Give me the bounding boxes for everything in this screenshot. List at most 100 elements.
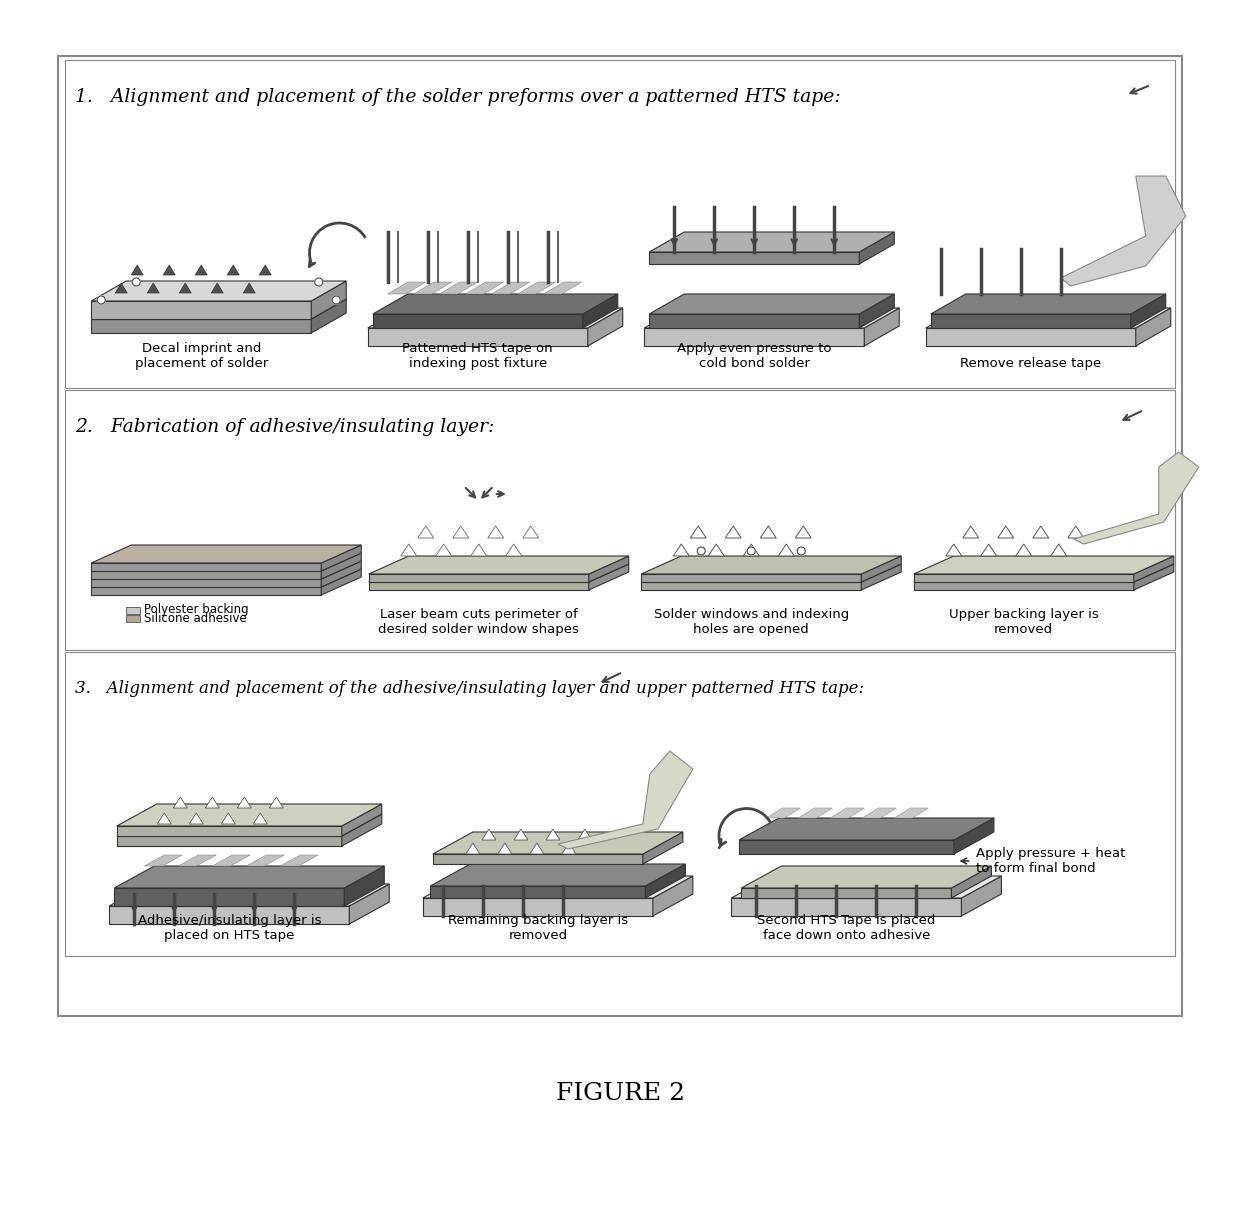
Polygon shape [641, 582, 862, 590]
Polygon shape [269, 797, 283, 808]
Polygon shape [760, 525, 776, 538]
Polygon shape [859, 232, 894, 265]
Polygon shape [931, 294, 1166, 314]
Polygon shape [373, 314, 583, 329]
Polygon shape [641, 556, 901, 574]
Polygon shape [206, 797, 219, 808]
Polygon shape [368, 564, 629, 582]
Polygon shape [433, 832, 683, 854]
Polygon shape [92, 553, 361, 571]
Polygon shape [114, 866, 384, 888]
Polygon shape [558, 751, 693, 849]
Polygon shape [650, 232, 894, 252]
Polygon shape [926, 308, 1171, 329]
Polygon shape [742, 866, 992, 888]
Polygon shape [589, 564, 629, 590]
Polygon shape [1136, 308, 1171, 345]
Polygon shape [368, 556, 629, 574]
Polygon shape [951, 866, 992, 898]
Polygon shape [92, 579, 321, 587]
Polygon shape [691, 525, 707, 538]
Polygon shape [418, 525, 434, 538]
Polygon shape [92, 319, 311, 333]
Polygon shape [650, 252, 859, 265]
Text: Patterned HTS tape on
indexing post fixture: Patterned HTS tape on indexing post fixt… [403, 342, 553, 370]
Text: Second HTS Tape is placed
face down onto adhesive: Second HTS Tape is placed face down onto… [758, 914, 936, 942]
Polygon shape [1074, 452, 1199, 544]
Polygon shape [212, 855, 250, 866]
Polygon shape [164, 265, 175, 275]
Polygon shape [92, 300, 346, 319]
Polygon shape [92, 301, 311, 319]
Polygon shape [92, 571, 321, 579]
Polygon shape [423, 876, 693, 898]
Polygon shape [453, 525, 469, 538]
Polygon shape [280, 855, 319, 866]
Polygon shape [998, 525, 1014, 538]
Polygon shape [732, 898, 961, 916]
Circle shape [97, 296, 105, 304]
Polygon shape [243, 283, 255, 294]
Polygon shape [645, 308, 899, 329]
Polygon shape [981, 544, 997, 556]
Polygon shape [221, 813, 236, 824]
FancyBboxPatch shape [126, 606, 140, 614]
Polygon shape [321, 545, 361, 571]
Text: Laser beam cuts perimeter of
desired solder window shapes: Laser beam cuts perimeter of desired sol… [378, 608, 579, 635]
Polygon shape [589, 556, 629, 582]
Polygon shape [388, 281, 425, 294]
Text: Solder windows and indexing
holes are opened: Solder windows and indexing holes are op… [653, 608, 849, 635]
Polygon shape [739, 818, 994, 840]
Polygon shape [583, 294, 618, 329]
Polygon shape [799, 808, 832, 818]
Polygon shape [117, 805, 382, 826]
Polygon shape [650, 314, 859, 329]
Polygon shape [732, 876, 1002, 898]
Polygon shape [523, 525, 538, 538]
Polygon shape [368, 308, 622, 329]
Polygon shape [578, 829, 591, 840]
Polygon shape [961, 876, 1002, 916]
Polygon shape [109, 906, 350, 924]
Polygon shape [954, 818, 994, 854]
Text: 2.   Fabrication of adhesive/insulating layer:: 2. Fabrication of adhesive/insulating la… [74, 418, 495, 436]
FancyBboxPatch shape [58, 56, 1182, 1016]
Polygon shape [92, 563, 321, 571]
Polygon shape [862, 564, 901, 590]
Polygon shape [766, 808, 801, 818]
Polygon shape [645, 329, 864, 345]
Text: Polyester backing: Polyester backing [144, 604, 249, 616]
Polygon shape [914, 564, 1174, 582]
FancyBboxPatch shape [64, 60, 1176, 388]
Polygon shape [725, 525, 742, 538]
Polygon shape [831, 808, 864, 818]
Polygon shape [345, 866, 384, 906]
Polygon shape [673, 544, 689, 556]
Polygon shape [466, 843, 480, 854]
Polygon shape [414, 281, 451, 294]
Polygon shape [423, 898, 652, 916]
Polygon shape [487, 525, 503, 538]
Polygon shape [321, 561, 361, 587]
Polygon shape [645, 864, 686, 898]
Polygon shape [864, 308, 899, 345]
Polygon shape [401, 544, 417, 556]
Polygon shape [513, 829, 528, 840]
Polygon shape [117, 836, 342, 846]
Polygon shape [914, 574, 1133, 582]
Polygon shape [92, 561, 361, 579]
Polygon shape [227, 265, 239, 275]
Circle shape [315, 278, 322, 286]
Polygon shape [174, 797, 187, 808]
Text: Adhesive/insulating layer is
placed on HTS tape: Adhesive/insulating layer is placed on H… [138, 914, 321, 942]
Polygon shape [497, 843, 512, 854]
Circle shape [332, 296, 340, 304]
Polygon shape [321, 553, 361, 579]
Polygon shape [926, 329, 1136, 345]
Polygon shape [117, 814, 382, 836]
Polygon shape [368, 574, 589, 582]
Polygon shape [642, 832, 683, 864]
Polygon shape [117, 826, 342, 836]
Polygon shape [482, 829, 496, 840]
Polygon shape [518, 281, 556, 294]
